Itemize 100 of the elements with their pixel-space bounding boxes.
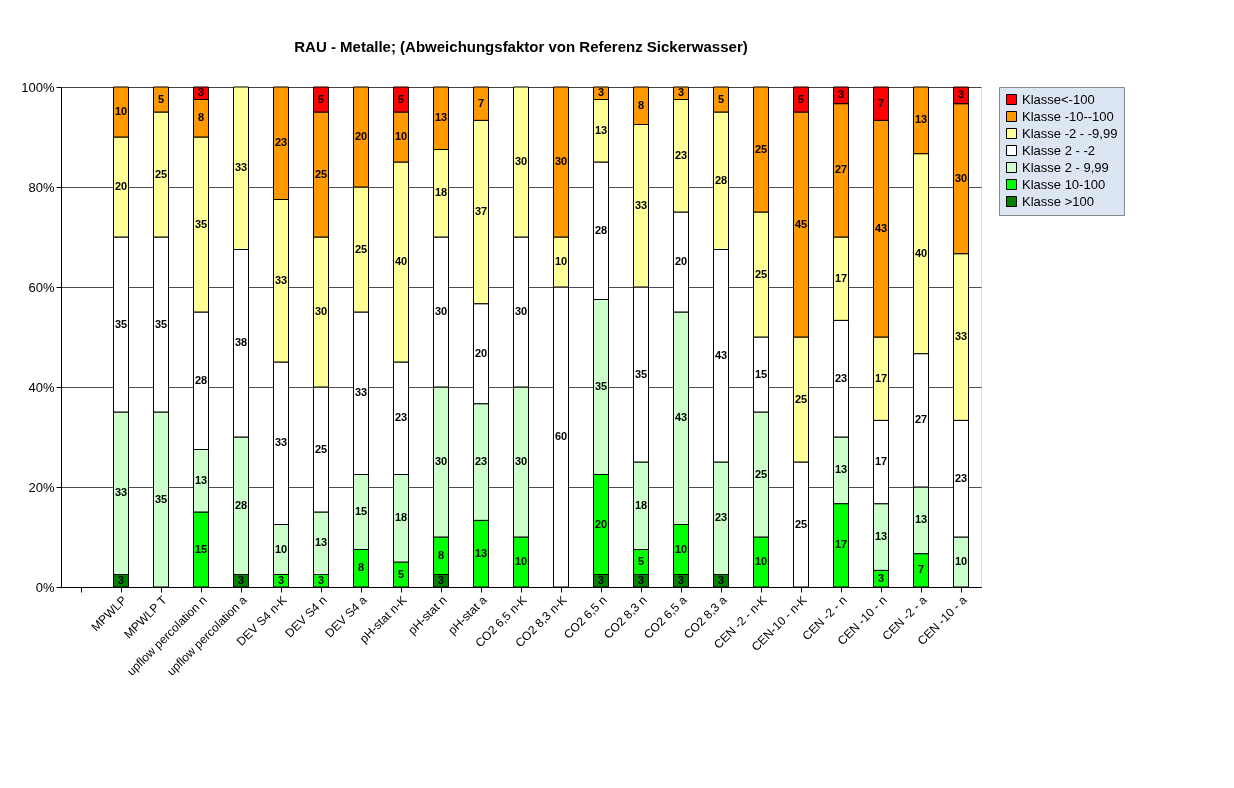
data-label: 20 [354, 130, 368, 142]
y-tick-label: 60% [28, 279, 55, 295]
data-label: 35 [154, 317, 168, 330]
data-label: 35 [194, 217, 208, 230]
data-label: 13 [194, 473, 208, 486]
data-label: 25 [754, 267, 768, 280]
data-label: 10 [754, 555, 768, 567]
data-label: 7 [917, 563, 925, 576]
legend-label: Klasse -10--100 [1022, 108, 1114, 124]
data-label: 3 [837, 88, 845, 101]
data-label: 3 [717, 573, 725, 586]
data-label: 17 [874, 455, 888, 468]
legend-label: Klasse 2 - 9,99 [1022, 159, 1109, 175]
data-label: 20 [594, 517, 608, 530]
data-label: 30 [514, 305, 528, 317]
data-label: 25 [354, 242, 368, 255]
data-label: 33 [114, 486, 128, 499]
data-label: 30 [954, 171, 968, 184]
data-label: 23 [394, 411, 408, 424]
data-label: 3 [277, 573, 285, 586]
data-label: 35 [594, 380, 608, 392]
data-label: 28 [594, 223, 608, 236]
data-label: 5 [157, 92, 165, 105]
data-label: 25 [154, 167, 168, 180]
data-label: 23 [834, 371, 848, 384]
data-label: 43 [714, 348, 728, 361]
data-label: 3 [197, 86, 205, 99]
data-label: 10 [554, 255, 568, 267]
data-label: 30 [434, 305, 448, 317]
data-label: 23 [474, 455, 488, 468]
data-label: 40 [394, 255, 408, 267]
data-label: 13 [914, 113, 928, 126]
data-label: 13 [914, 513, 928, 526]
data-label: 27 [834, 163, 848, 176]
data-label: 3 [637, 573, 645, 586]
data-label: 60 [554, 430, 568, 442]
data-label: 23 [274, 136, 288, 149]
data-label: 28 [714, 173, 728, 186]
data-label: 5 [317, 92, 325, 105]
data-label: 23 [674, 148, 688, 161]
data-label: 33 [634, 198, 648, 211]
legend-label: Klasse 2 - -2 [1022, 142, 1095, 158]
legend-label: Klasse -2 - -9,99 [1022, 125, 1118, 141]
legend-label: Klasse >100 [1022, 193, 1094, 209]
data-label: 30 [314, 305, 328, 317]
y-tick-label: 80% [28, 179, 55, 195]
data-label: 30 [514, 155, 528, 167]
data-label: 35 [634, 367, 648, 380]
data-label: 25 [314, 167, 328, 180]
data-label: 7 [477, 96, 485, 109]
data-label: 17 [874, 371, 888, 384]
data-label: 27 [914, 413, 928, 426]
data-label: 8 [637, 98, 645, 111]
data-label: 37 [474, 205, 488, 218]
data-label: 10 [514, 555, 528, 567]
data-label: 43 [674, 411, 688, 424]
data-label: 33 [354, 386, 368, 399]
data-label: 3 [957, 88, 965, 101]
y-tick-label: 20% [28, 479, 55, 495]
data-label: 15 [354, 505, 368, 517]
data-label: 5 [397, 92, 405, 105]
data-label: 30 [514, 455, 528, 467]
data-label: 3 [877, 571, 885, 584]
data-label: 3 [677, 573, 685, 586]
data-label: 25 [794, 392, 808, 405]
data-label: 23 [714, 511, 728, 524]
data-label: 45 [794, 217, 808, 230]
data-label: 3 [237, 573, 245, 586]
chart-title: RAU - Metalle; (Abweichungsfaktor von Referenz Sickerwasser) [294, 38, 748, 55]
data-label: 15 [194, 542, 208, 555]
data-label: 8 [437, 548, 445, 561]
data-label: 25 [754, 467, 768, 480]
data-label: 7 [877, 96, 885, 109]
data-label: 5 [717, 92, 725, 105]
data-label: 18 [434, 186, 448, 199]
data-label: 5 [797, 92, 805, 105]
data-label: 25 [314, 442, 328, 455]
data-label: 10 [274, 542, 288, 555]
data-label: 35 [154, 492, 168, 505]
data-label: 30 [554, 155, 568, 167]
data-label: 33 [274, 436, 288, 449]
y-tick-label: 100% [21, 79, 55, 95]
data-label: 10 [394, 130, 408, 142]
data-label: 3 [117, 573, 125, 586]
data-label: 5 [637, 555, 645, 567]
data-label: 5 [397, 567, 405, 580]
data-label: 35 [114, 317, 128, 330]
data-label: 20 [474, 346, 488, 359]
data-label: 20 [674, 255, 688, 267]
data-label: 8 [197, 111, 205, 124]
data-label: 33 [274, 273, 288, 286]
data-label: 40 [914, 246, 928, 259]
data-label: 13 [434, 111, 448, 124]
data-label: 10 [954, 555, 968, 567]
data-label: 38 [234, 336, 248, 349]
data-label: 33 [234, 161, 248, 174]
data-label: 3 [597, 86, 605, 99]
data-label: 17 [834, 271, 848, 284]
data-label: 20 [114, 180, 128, 192]
data-label: 30 [434, 455, 448, 467]
